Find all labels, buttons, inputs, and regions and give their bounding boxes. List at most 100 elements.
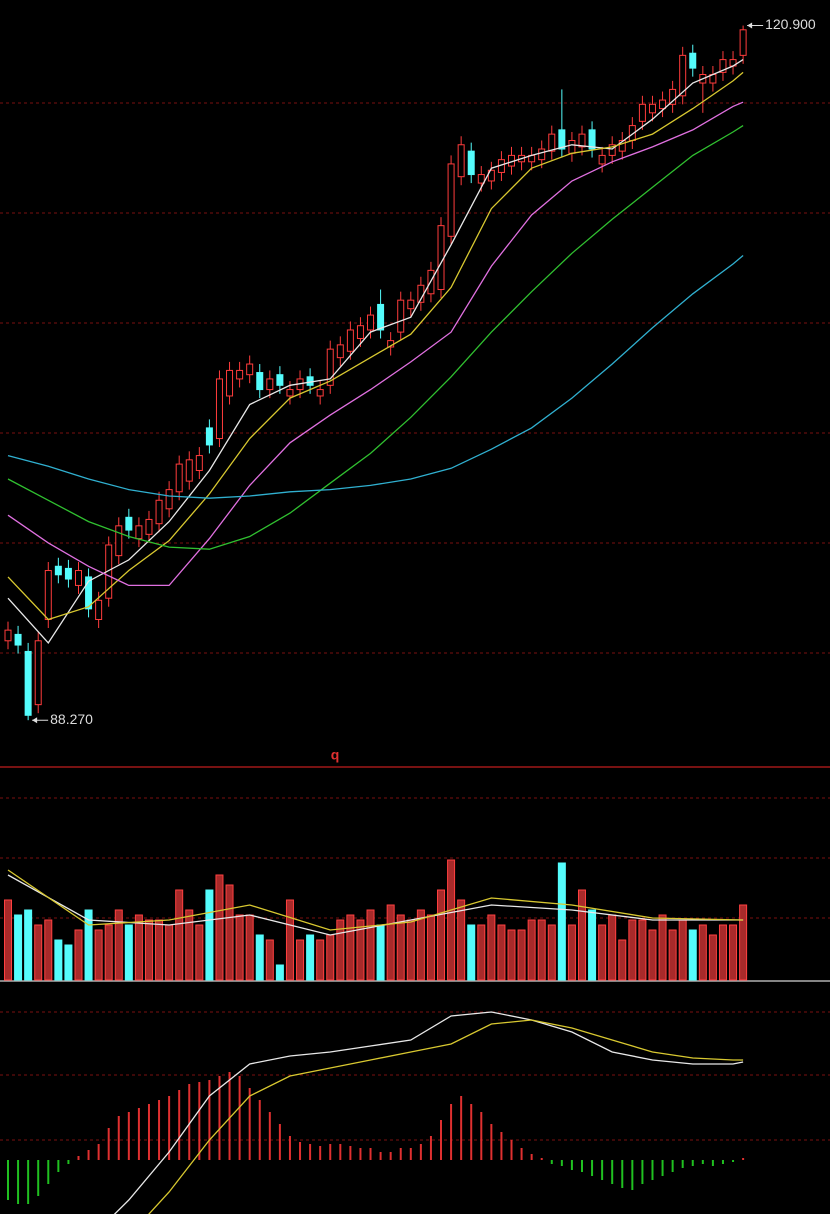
volume-bar: [245, 914, 254, 981]
annotation-label: 120.900: [765, 16, 816, 32]
candle-body: [145, 518, 153, 535]
candle-body: [447, 163, 455, 237]
volume-bar: [668, 929, 677, 981]
candle-body: [548, 133, 556, 152]
volume-bar: [638, 919, 647, 981]
volume-bar: [64, 944, 73, 981]
candle-body: [14, 633, 22, 646]
volume-bar: [437, 889, 446, 981]
candle-body: [588, 129, 596, 150]
volume-bar: [678, 919, 687, 981]
candle-body: [34, 640, 42, 706]
volume-bar: [155, 919, 164, 981]
candle-body: [256, 372, 264, 391]
volume-bar: [386, 904, 395, 981]
volume-bar: [104, 924, 113, 981]
volume-bar: [376, 924, 385, 981]
candle-body: [487, 169, 495, 182]
volume-bar: [477, 924, 486, 981]
candle-body: [377, 303, 385, 331]
volume-bar: [255, 934, 264, 981]
volume-bar: [577, 889, 586, 981]
volume-bar: [84, 909, 93, 981]
volume-bar: [608, 914, 617, 981]
volume-bar: [457, 899, 466, 981]
volume-bar: [517, 929, 526, 981]
line: [113, 1011, 744, 1214]
candle-body: [608, 144, 616, 156]
volume-bar: [567, 924, 576, 981]
candle-body: [95, 599, 103, 620]
panel-label: q: [331, 747, 340, 763]
candle-body: [74, 570, 82, 586]
candle-body: [568, 140, 576, 154]
candle-body: [437, 225, 445, 291]
candle-body: [195, 455, 203, 471]
candle-body: [306, 376, 314, 386]
volume-bar: [708, 934, 717, 981]
candle-body: [659, 99, 667, 110]
volume-bar: [34, 924, 43, 981]
volume-bar: [114, 909, 123, 981]
candle-body: [739, 29, 747, 56]
volume-bar: [507, 929, 516, 981]
volume-bar: [628, 919, 637, 981]
volume-bar: [195, 924, 204, 981]
candle-body: [135, 525, 143, 540]
candle-body: [266, 378, 274, 391]
volume-bar: [306, 934, 315, 981]
volume-bar: [124, 924, 133, 981]
line: [7, 125, 744, 550]
candle-body: [679, 54, 687, 97]
volume-bar: [24, 909, 33, 981]
candle-body: [618, 140, 626, 152]
volume-bar: [225, 884, 234, 981]
line: [148, 1019, 744, 1214]
volume-bar: [185, 909, 194, 981]
candle-body: [598, 154, 606, 165]
candle-body: [367, 314, 375, 331]
candle-body: [316, 389, 324, 397]
candle-body: [638, 103, 646, 122]
volume-bar: [144, 919, 153, 981]
annotation-arrowhead: [32, 717, 38, 724]
candle-body: [669, 88, 677, 105]
volume-bar: [527, 919, 536, 981]
candle-body: [538, 148, 546, 161]
price-grid: [0, 102, 830, 1141]
volume-bar: [618, 939, 627, 981]
candle-body: [276, 374, 284, 386]
volume-bar: [739, 904, 748, 981]
candle-body: [54, 565, 62, 576]
candle-body: [155, 499, 163, 525]
candle-body: [336, 344, 344, 359]
candle-body: [578, 133, 586, 148]
candle-body: [85, 576, 93, 610]
volume-bar: [356, 919, 365, 981]
candle-body: [689, 52, 697, 69]
volume-bar: [14, 914, 23, 981]
candle-body: [236, 369, 244, 380]
volume-bar: [326, 934, 335, 981]
candle-body: [165, 489, 173, 510]
annotation-label: 88.270: [50, 711, 93, 727]
volume-bar: [467, 924, 476, 981]
volume-bar: [54, 939, 63, 981]
candle-body: [44, 570, 52, 620]
volume-bar: [74, 929, 83, 981]
volume-bar: [316, 939, 325, 981]
candle-body: [286, 389, 294, 397]
volume-bar: [416, 909, 425, 981]
volume-bar: [4, 899, 12, 981]
volume-bar: [648, 929, 657, 981]
volume-bar: [265, 939, 274, 981]
candle-body: [326, 348, 334, 386]
volume-bar: [547, 924, 556, 981]
candle-body: [457, 144, 465, 178]
volume-bar: [44, 919, 53, 981]
candle-body: [719, 59, 727, 73]
volume-bar: [718, 924, 727, 981]
volume-bar: [235, 914, 244, 981]
